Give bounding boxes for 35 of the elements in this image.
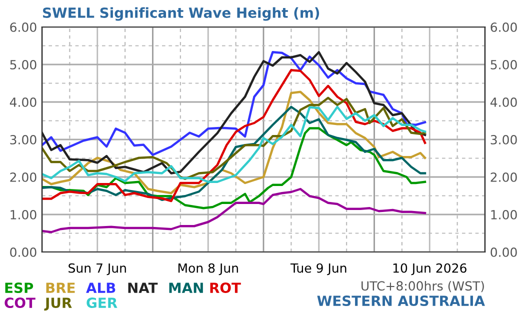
text: ROT	[210, 282, 241, 294]
text: BRE	[46, 282, 75, 293]
text: WESTERN AUSTRALIA	[317, 296, 485, 306]
y-tick-label: 5.00	[10, 60, 36, 70]
x-tick-label: Sun 7 Jun	[68, 263, 126, 276]
line-series	[42, 69, 426, 202]
text: MAN	[169, 282, 203, 293]
y2-tick-label: 3.00	[490, 134, 517, 144]
x-tick-label: 10 Jun 2026	[393, 263, 466, 276]
text: UTC+8:00hrs (WST)	[362, 280, 484, 292]
line-series	[42, 127, 426, 210]
y-tick-label: 1.00	[10, 210, 36, 220]
x-tick-label: Tue 9 Jun	[290, 263, 346, 276]
text: NAT	[128, 282, 158, 293]
y2-tick-label: 4.00	[490, 97, 517, 107]
y2-tick-label: 0.00	[490, 247, 517, 257]
text: JUR	[44, 298, 72, 311]
y-tick-label: 4.00	[10, 97, 36, 107]
y2-tick-label: 2.00	[490, 172, 517, 182]
y2-tick-label: 6.00	[490, 22, 517, 32]
y-tick-label: 2.00	[10, 172, 36, 182]
x-tick-label: Mon 8 Jun	[178, 263, 238, 276]
line-series	[42, 188, 426, 234]
y-tick-label: 3.00	[10, 134, 36, 144]
text: ESP	[5, 282, 34, 294]
line-series	[42, 90, 426, 194]
text: ALB	[86, 282, 116, 293]
y-tick-label: 6.00	[10, 22, 36, 32]
chart-title: SWELL Significant Wave Height (m)	[42, 7, 320, 21]
line-series	[42, 106, 426, 201]
text: GER	[86, 298, 118, 308]
y2-tick-label: 1.00	[491, 210, 517, 220]
y-tick-label: 0.00	[10, 247, 36, 257]
y2-tick-label: 5.00	[490, 60, 517, 70]
text: COT	[4, 298, 36, 308]
